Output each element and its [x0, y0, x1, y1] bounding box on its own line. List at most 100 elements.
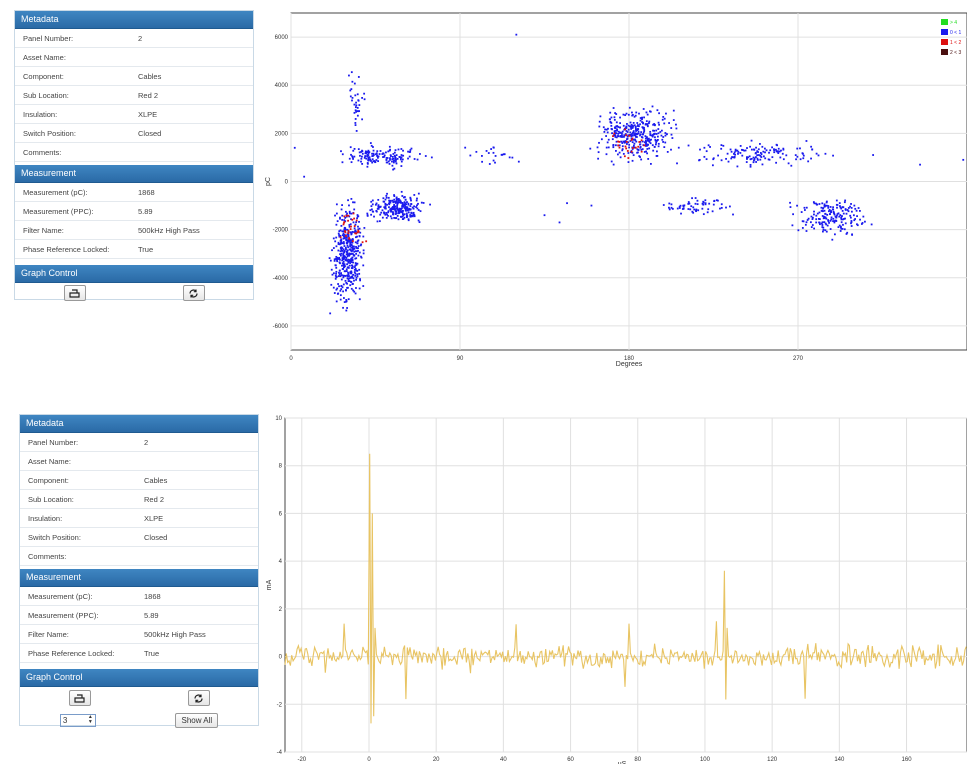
- data-point: [747, 156, 750, 159]
- data-point: [644, 137, 647, 140]
- data-point: [391, 155, 394, 158]
- measurement-row: Measurement (pC): 1868: [15, 183, 253, 202]
- data-point: [352, 289, 355, 292]
- print-button[interactable]: [63, 285, 86, 301]
- data-point: [794, 154, 797, 157]
- data-point: [828, 221, 830, 224]
- data-point: [639, 146, 642, 148]
- data-point: [688, 202, 691, 205]
- data-point: [342, 237, 345, 240]
- trace-number-spinner[interactable]: 3 ▲ ▼: [59, 713, 96, 727]
- data-point: [391, 158, 394, 161]
- graph-control: [20, 687, 258, 709]
- data-point: [356, 110, 359, 113]
- data-point: [389, 157, 391, 160]
- data-point: [616, 153, 619, 156]
- data-point: [640, 148, 643, 151]
- data-point: [637, 149, 640, 151]
- data-point: [344, 279, 347, 282]
- data-point: [392, 161, 395, 164]
- data-point: [646, 123, 649, 125]
- show-all-button[interactable]: Show All: [175, 712, 219, 728]
- data-point: [343, 264, 346, 267]
- data-point: [403, 216, 406, 219]
- data-point: [401, 158, 404, 161]
- data-point: [640, 136, 643, 138]
- data-point: [660, 129, 663, 132]
- data-point: [406, 201, 408, 203]
- data-point: [702, 203, 705, 206]
- data-point: [355, 236, 357, 239]
- data-point: [349, 260, 352, 263]
- data-point: [343, 250, 346, 252]
- data-point: [358, 287, 361, 290]
- data-point: [639, 143, 641, 146]
- data-point: [340, 254, 342, 257]
- data-point: [340, 224, 343, 227]
- refresh-button[interactable]: [182, 285, 205, 301]
- data-point: [632, 144, 635, 147]
- data-point: [626, 143, 628, 145]
- measurement-value: 5.89: [138, 206, 153, 216]
- data-point: [733, 156, 736, 159]
- data-point: [378, 220, 381, 223]
- data-point: [677, 146, 680, 149]
- measurement-label: Phase Reference Locked:: [28, 648, 115, 658]
- data-point: [377, 204, 380, 207]
- data-point: [833, 221, 836, 224]
- data-point: [695, 210, 697, 213]
- data-point: [340, 274, 343, 276]
- data-point: [345, 215, 348, 218]
- data-point: [342, 248, 345, 251]
- data-point: [655, 155, 658, 157]
- x-axis-label: uS: [618, 761, 627, 764]
- x-tick-label: 90: [457, 356, 464, 362]
- data-point: [344, 270, 347, 273]
- spinner-arrows-icon[interactable]: ▲ ▼: [87, 714, 93, 725]
- data-point: [371, 210, 374, 213]
- data-point: [377, 207, 380, 210]
- data-point: [335, 288, 338, 291]
- data-point: [648, 120, 651, 123]
- data-point: [628, 106, 631, 109]
- data-point: [687, 208, 690, 210]
- data-point: [390, 209, 392, 212]
- data-point: [368, 151, 371, 154]
- data-point: [825, 200, 828, 203]
- data-point: [403, 203, 406, 205]
- data-point: [375, 152, 378, 155]
- data-point: [343, 219, 346, 222]
- data-point: [711, 164, 714, 167]
- data-point: [383, 206, 386, 209]
- data-point: [349, 240, 352, 242]
- data-point: [662, 204, 665, 206]
- data-point: [357, 76, 360, 78]
- data-point: [387, 211, 390, 214]
- data-point: [373, 215, 375, 218]
- data-point: [722, 144, 725, 147]
- data-point: [708, 202, 711, 205]
- data-point: [350, 271, 353, 274]
- data-point: [691, 197, 693, 200]
- data-point: [339, 262, 341, 265]
- data-point: [335, 212, 338, 215]
- data-point: [386, 157, 389, 159]
- refresh-button[interactable]: [187, 690, 210, 706]
- data-point: [605, 135, 608, 137]
- data-point: [392, 212, 395, 215]
- data-point: [360, 256, 363, 259]
- data-point: [725, 157, 727, 160]
- data-point: [746, 157, 748, 160]
- data-point: [839, 205, 841, 207]
- data-point: [394, 149, 397, 152]
- data-point: [343, 257, 345, 260]
- data-point: [682, 204, 685, 207]
- data-point: [739, 152, 742, 154]
- data-point: [354, 264, 357, 267]
- data-point: [613, 116, 616, 119]
- data-point: [396, 207, 399, 209]
- print-button[interactable]: [68, 690, 91, 706]
- y-tick-label: 6: [279, 511, 283, 517]
- data-point: [807, 217, 810, 220]
- data-point: [639, 133, 642, 136]
